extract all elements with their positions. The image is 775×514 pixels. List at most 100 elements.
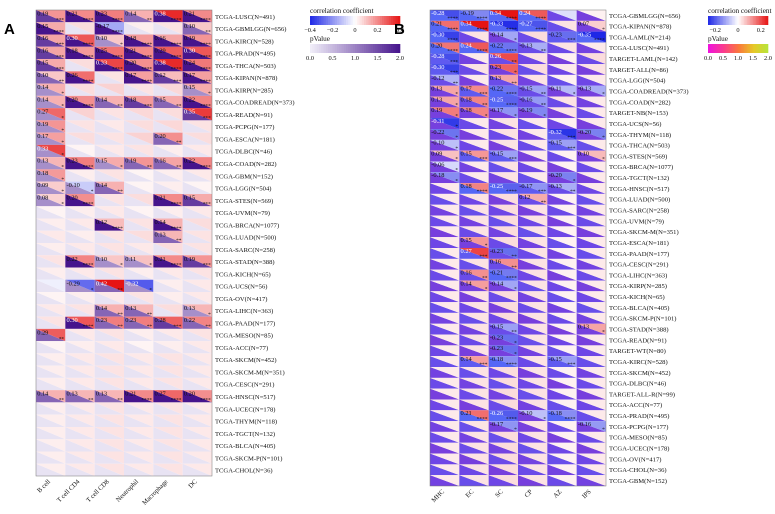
correlation-triangle (459, 334, 489, 346)
row-label: TCGA-LGG(N=504) (215, 186, 271, 193)
correlation-value: 0.23 (125, 317, 136, 324)
significance-stars: ** (117, 324, 123, 330)
correlation-triangle (430, 258, 460, 270)
correlation-value: 0.13 (96, 391, 107, 398)
correlation-value: 0.24 (184, 60, 196, 67)
pvalue-triangle (488, 410, 518, 422)
correlation-triangle (65, 426, 95, 440)
correlation-triangle (488, 399, 518, 411)
correlation-triangle (65, 341, 95, 354)
significance-stars: **** (200, 103, 211, 109)
significance-stars: *** (479, 92, 487, 98)
row-label: TCGA-THCA(N=503) (215, 63, 276, 70)
correlation-triangle (65, 206, 95, 219)
correlation-triangle (182, 218, 212, 231)
pvalue-triangle (430, 150, 460, 162)
legend-swatch (355, 16, 358, 25)
legend-swatch (726, 44, 728, 53)
correlation-triangle (518, 442, 548, 454)
correlation-triangle (518, 248, 548, 259)
correlation-triangle (576, 280, 606, 292)
significance-stars: * (120, 263, 123, 269)
row-label: TCGA-OV(N=417) (609, 456, 661, 463)
pvalue-triangle (488, 377, 518, 389)
pvalue-triangle (576, 85, 606, 97)
legend-swatch (393, 16, 396, 25)
pvalue-triangle (576, 421, 606, 432)
correlation-value: 0.23 (96, 317, 107, 324)
correlation-triangle (153, 120, 183, 133)
correlation-triangle (430, 442, 460, 454)
correlation-triangle (430, 129, 460, 140)
row-label: TCGA-SKCM-P(N=101) (215, 455, 282, 462)
correlation-triangle (518, 118, 548, 129)
pvalue-triangle (576, 367, 606, 378)
pvalue-triangle (65, 328, 95, 342)
correlation-value: 0.13 (67, 391, 78, 398)
correlation-triangle (547, 96, 577, 108)
correlation-triangle (36, 304, 66, 317)
significance-stars: *** (538, 189, 546, 195)
pvalue-triangle (488, 464, 518, 476)
legend-swatch (751, 44, 754, 53)
correlation-triangle (124, 463, 154, 476)
correlation-value: 0.21 (184, 11, 195, 18)
correlation-triangle (153, 34, 183, 47)
pvalue-triangle (182, 59, 212, 72)
legend-swatch (361, 16, 365, 25)
legend-swatch (724, 44, 727, 53)
pvalue-triangle (65, 34, 95, 47)
significance-stars: ** (88, 398, 94, 404)
pvalue-triangle (124, 451, 154, 464)
correlation-triangle (124, 365, 154, 378)
correlation-triangle (547, 204, 577, 216)
correlation-triangle (94, 377, 124, 391)
correlation-triangle (459, 118, 489, 129)
significance-stars: **** (200, 67, 211, 73)
correlation-triangle (94, 46, 124, 60)
correlation-triangle (94, 279, 124, 293)
significance-stars: ** (117, 189, 123, 195)
row-label: TCGA-HNSC(N=517) (609, 186, 670, 193)
legend-swatch (366, 44, 369, 53)
correlation-triangle (459, 464, 489, 476)
pvalue-triangle (65, 377, 95, 391)
pvalue-triangle (36, 463, 66, 476)
legend-swatch (364, 16, 367, 25)
correlation-triangle (576, 193, 606, 205)
row-label: TCGA-MESO(N=85) (609, 435, 667, 442)
pvalue-triangle (430, 302, 460, 313)
legend-title-pvalue: pValue (708, 35, 728, 43)
correlation-triangle (518, 410, 548, 422)
significance-stars: *** (173, 324, 181, 330)
correlation-triangle (547, 258, 577, 270)
pvalue-triangle (94, 255, 124, 268)
pvalue-triangle (576, 377, 606, 389)
correlation-triangle (153, 402, 183, 415)
pvalue-triangle (547, 193, 577, 205)
legend-swatch (323, 16, 327, 25)
correlation-triangle (430, 291, 460, 303)
significance-stars: ** (541, 48, 547, 54)
pvalue-triangle (488, 312, 518, 324)
correlation-triangle (488, 356, 518, 367)
significance-stars: *** (479, 157, 487, 163)
significance-stars: **** (141, 54, 152, 60)
pvalue-triangle (518, 42, 548, 54)
pvalue-triangle (153, 181, 183, 194)
correlation-triangle (459, 421, 489, 432)
significance-stars: ** (147, 312, 153, 318)
significance-stars: ** (570, 189, 576, 195)
pvalue-triangle (430, 312, 460, 324)
pvalue-triangle (488, 453, 518, 465)
pvalue-triangle (182, 206, 212, 219)
pvalue-triangle (488, 421, 518, 432)
significance-stars: **** (112, 30, 123, 36)
pvalue-triangle (488, 248, 518, 259)
correlation-triangle (153, 255, 183, 268)
pvalue-triangle (488, 42, 518, 54)
pvalue-triangle (430, 193, 460, 205)
pvalue-triangle (488, 53, 518, 65)
pvalue-triangle (518, 150, 548, 162)
